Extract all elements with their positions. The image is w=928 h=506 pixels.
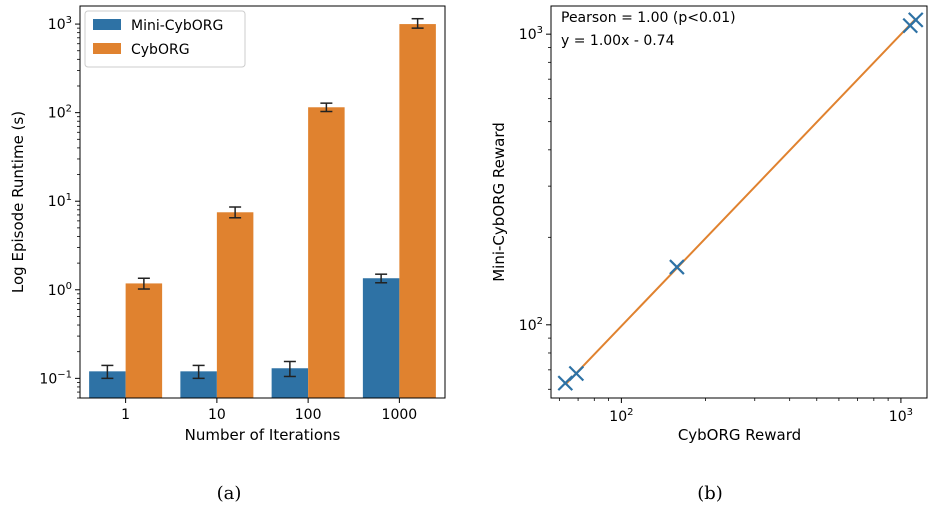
caption-a: (a) bbox=[217, 483, 242, 504]
x-tick-label: 10 bbox=[208, 407, 226, 423]
x-tick-label: 100 bbox=[295, 407, 322, 423]
y-tick-label: 102 bbox=[48, 104, 72, 122]
plot-frame bbox=[550, 5, 928, 399]
fit-line bbox=[564, 18, 917, 386]
marker-stroke bbox=[907, 12, 924, 28]
annotation: Pearson = 1.00 (p<0.01) bbox=[561, 10, 736, 26]
y-tick-label: 100 bbox=[48, 281, 72, 299]
y-axis-label: Log Episode Runtime (s) bbox=[9, 111, 27, 293]
scatter-point bbox=[907, 12, 924, 28]
marker-stroke bbox=[669, 259, 685, 275]
bar-cyborg bbox=[399, 24, 436, 399]
legend-label: CybORG bbox=[131, 42, 190, 58]
y-tick-label: 10−1 bbox=[39, 369, 72, 387]
chart-a: 10−1 100 101 102 103 1 10 100 1000 Number of Iter… bbox=[9, 5, 446, 444]
legend-frame bbox=[84, 10, 246, 68]
annotation: y = 1.00x - 0.74 bbox=[561, 33, 675, 49]
x-tick-label: 103 bbox=[889, 407, 913, 425]
caption-b: (b) bbox=[697, 483, 723, 504]
y-tick-label: 103 bbox=[519, 25, 543, 43]
bar-cyborg bbox=[308, 107, 345, 399]
y-axis-label: Mini-CybORG Reward bbox=[490, 122, 508, 282]
legend-label: Mini-CybORG bbox=[131, 18, 223, 34]
scatter-point bbox=[568, 365, 585, 382]
plot-frame bbox=[79, 5, 446, 399]
x-tick-label: 102 bbox=[609, 407, 633, 425]
scatter-point bbox=[669, 259, 685, 275]
bar-cyborg bbox=[216, 212, 254, 398]
y-tick-label: 101 bbox=[48, 192, 72, 210]
x-tick-label: 1 bbox=[121, 407, 130, 423]
x-tick-label: 1000 bbox=[382, 407, 418, 423]
marker-stroke bbox=[568, 365, 585, 382]
bar-mini-cyborg bbox=[362, 278, 400, 398]
y-tick-label: 102 bbox=[519, 316, 543, 334]
bar-cyborg bbox=[125, 283, 163, 398]
legend: Mini-CybORG CybORG bbox=[84, 10, 246, 68]
x-axis-label: CybORG Reward bbox=[678, 426, 801, 444]
x-axis-label: Number of Iterations bbox=[185, 426, 341, 444]
y-tick-label: 103 bbox=[48, 15, 72, 33]
chart-b: 102 103 102 103 Pearson = 1.00 (p<0.01) y = 1… bbox=[490, 5, 928, 444]
legend-swatch bbox=[93, 43, 121, 54]
legend-swatch bbox=[93, 19, 121, 30]
